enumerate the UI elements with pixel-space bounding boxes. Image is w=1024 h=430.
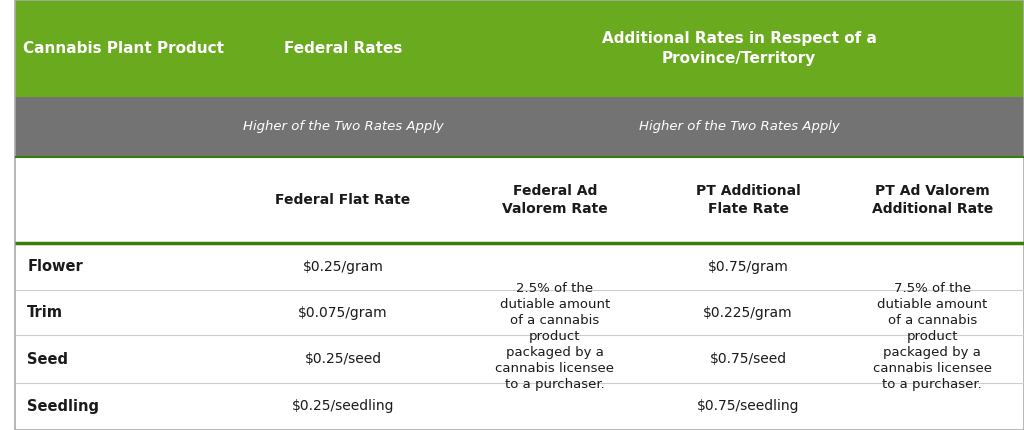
Text: $0.075/gram: $0.075/gram xyxy=(298,306,388,320)
FancyBboxPatch shape xyxy=(15,0,1024,430)
Text: $0.225/gram: $0.225/gram xyxy=(703,306,793,320)
FancyBboxPatch shape xyxy=(15,335,1024,383)
Text: $0.25/gram: $0.25/gram xyxy=(303,260,384,273)
Text: Flower: Flower xyxy=(28,259,83,274)
FancyBboxPatch shape xyxy=(454,0,1024,97)
Text: 2.5% of the
dutiable amount
of a cannabis
product
packaged by a
cannabis license: 2.5% of the dutiable amount of a cannabi… xyxy=(496,282,614,391)
FancyBboxPatch shape xyxy=(15,383,1024,430)
FancyBboxPatch shape xyxy=(15,290,1024,335)
Text: Higher of the Two Rates Apply: Higher of the Two Rates Apply xyxy=(243,120,443,133)
Text: $0.25/seed: $0.25/seed xyxy=(304,352,382,366)
Text: $0.25/seedling: $0.25/seedling xyxy=(292,399,394,413)
Text: PT Ad Valorem
Additional Rate: PT Ad Valorem Additional Rate xyxy=(871,184,993,215)
FancyBboxPatch shape xyxy=(15,97,232,157)
Text: Seedling: Seedling xyxy=(28,399,99,414)
FancyBboxPatch shape xyxy=(454,97,1024,157)
Text: Federal Ad
Valorem Rate: Federal Ad Valorem Rate xyxy=(502,184,608,215)
Text: Trim: Trim xyxy=(28,305,63,320)
FancyBboxPatch shape xyxy=(232,97,454,157)
FancyBboxPatch shape xyxy=(15,0,232,97)
Text: Seed: Seed xyxy=(28,352,69,366)
Text: $0.75/gram: $0.75/gram xyxy=(708,260,788,273)
FancyBboxPatch shape xyxy=(15,157,1024,243)
Text: 7.5% of the
dutiable amount
of a cannabis
product
packaged by a
cannabis license: 7.5% of the dutiable amount of a cannabi… xyxy=(872,282,991,391)
Text: $0.75/seedling: $0.75/seedling xyxy=(697,399,800,413)
FancyBboxPatch shape xyxy=(15,243,1024,290)
Text: Additional Rates in Respect of a
Province/Territory: Additional Rates in Respect of a Provinc… xyxy=(601,31,877,66)
Text: $0.75/seed: $0.75/seed xyxy=(710,352,786,366)
Text: PT Additional
Flate Rate: PT Additional Flate Rate xyxy=(695,184,801,215)
FancyBboxPatch shape xyxy=(232,0,454,97)
Text: Higher of the Two Rates Apply: Higher of the Two Rates Apply xyxy=(639,120,840,133)
Text: Cannabis Plant Product: Cannabis Plant Product xyxy=(24,41,224,56)
Text: Federal Flat Rate: Federal Flat Rate xyxy=(275,193,411,207)
Text: Federal Rates: Federal Rates xyxy=(284,41,402,56)
